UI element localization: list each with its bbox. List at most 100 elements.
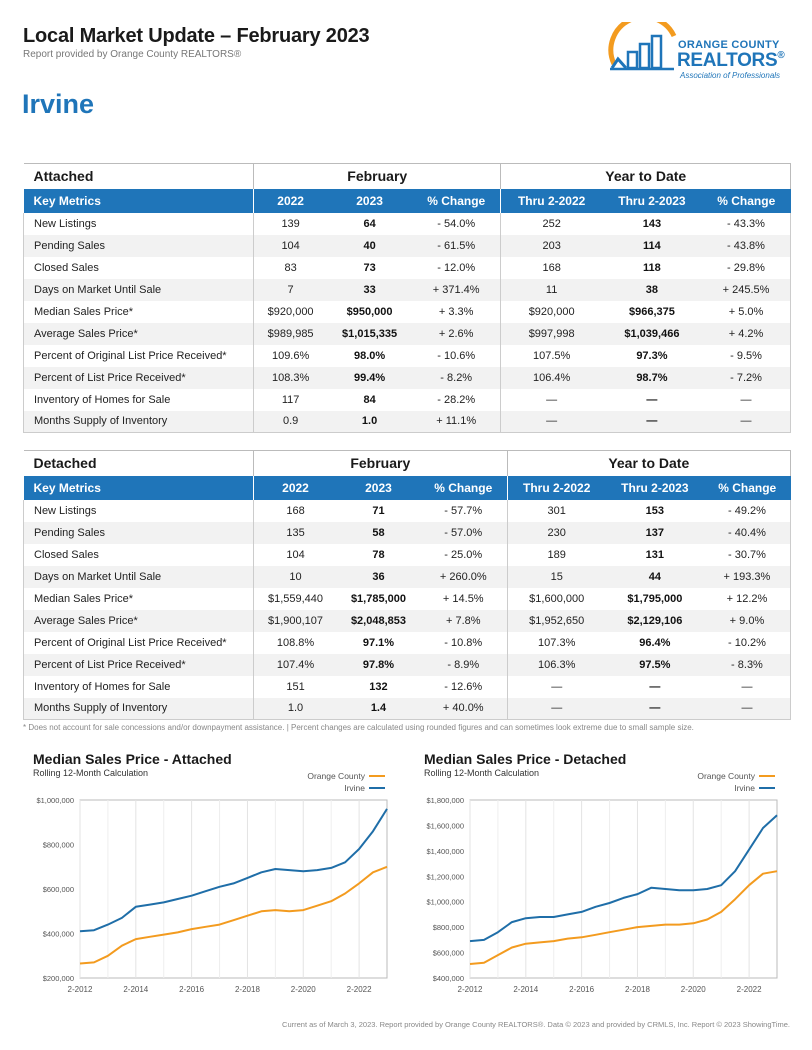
metric-value: 97.5% — [605, 653, 704, 676]
group-year-to-date: Year to Date — [500, 163, 791, 189]
section-label: Attached — [23, 163, 254, 189]
metric-value: 104 — [253, 543, 338, 566]
table-row: Percent of List Price Received* 108.3% 99.… — [23, 366, 792, 389]
metric-value: 252 — [500, 212, 602, 235]
median-price-attached-chart: 2-2012 2-2014 2-2016 2-2018 2-2020 2-2022 $200… — [36, 771, 388, 994]
metric-name: Percent of Original List Price Received* — [23, 631, 254, 654]
table-row: Median Sales Price* $1,559,440 $1,785,000 +… — [23, 587, 791, 610]
metric-value: - 10.2% — [703, 631, 791, 654]
column-header: Thru 2-2023 — [601, 188, 703, 213]
metric-value: + 371.4% — [411, 278, 501, 301]
metric-value: $1,952,650 — [506, 609, 606, 632]
metric-value: - 8.3% — [703, 653, 791, 676]
metric-value: 96.4% — [639, 636, 671, 649]
metric-value: 36 — [337, 565, 420, 588]
metric-value: 301 — [506, 499, 606, 522]
table-row: Median Sales Price* $920,000 $950,000 + 3.3… — [23, 300, 792, 323]
column-header: 2023 — [337, 475, 420, 500]
metric-value: 153 — [645, 504, 665, 517]
column-header: Thru 2-2023 — [605, 475, 704, 500]
metric-value: — — [702, 410, 792, 433]
metric-value: 97.1% — [362, 636, 395, 649]
metric-value: 114 — [601, 234, 703, 257]
metric-name: New Listings — [23, 212, 254, 235]
metric-value: - 61.5% — [411, 234, 501, 257]
metric-value: 33 — [327, 278, 412, 301]
metric-value: — — [506, 697, 606, 720]
metric-value: 168 — [500, 256, 602, 279]
metric-name: Median Sales Price* — [23, 587, 254, 610]
group-year-to-date: Year to Date — [506, 450, 792, 476]
metric-value: + 12.2% — [703, 587, 791, 610]
table-row: Closed Sales 83 73 - 12.0% 168 118 - 29.8% — [23, 256, 792, 279]
metric-value: - 9.5% — [702, 344, 792, 367]
metric-value: 168 — [253, 499, 338, 522]
table-row: Average Sales Price* $989,985 $1,015,335 + … — [23, 322, 792, 345]
x-tick-label: 2-2020 — [681, 985, 706, 994]
metric-value: + 4.2% — [702, 322, 792, 345]
logo-line-3: Association of Professionals — [680, 71, 781, 80]
metric-value: + 260.0% — [419, 565, 508, 588]
metric-value: 107.3% — [506, 631, 606, 654]
metric-value: - 28.2% — [437, 393, 476, 406]
x-tick-label: 2-2016 — [569, 985, 594, 994]
y-tick-label: $800,000 — [433, 923, 464, 932]
metric-value: - 12.0% — [437, 261, 476, 274]
x-tick-label: 2-2018 — [625, 985, 650, 994]
metric-value: $1,900,107 — [253, 609, 338, 632]
metric-value: - 54.0% — [437, 217, 476, 230]
metric-name: Percent of List Price Received* — [23, 366, 254, 389]
metric-value: 0.9 — [253, 410, 328, 433]
metric-value: 108.3% — [253, 366, 328, 389]
column-header: % Change — [419, 475, 508, 500]
plot-area — [469, 799, 778, 979]
column-header: Key Metrics — [23, 188, 254, 213]
metric-value: 83 — [253, 256, 328, 279]
metric-value: - 29.8% — [702, 256, 792, 279]
metric-value: - 57.7% — [444, 504, 483, 517]
y-tick-label: $1,200,000 — [426, 872, 464, 881]
column-header: % Change — [703, 475, 791, 500]
table-row: Percent of Original List Price Received*… — [23, 631, 791, 654]
metric-value: 132 — [369, 680, 388, 693]
metric-value: — — [506, 675, 606, 698]
metric-value: $950,000 — [346, 305, 393, 318]
column-header: % Change — [411, 188, 501, 213]
metric-name: Days on Market Until Sale — [23, 278, 254, 301]
metric-value: $1,039,466 — [601, 322, 703, 345]
metric-value: — — [702, 388, 792, 411]
metric-value: 151 — [253, 675, 338, 698]
y-tick-label: $400,000 — [43, 930, 74, 939]
metric-value: $2,129,106 — [605, 609, 704, 632]
metric-value: 71 — [372, 504, 385, 517]
footnote: * Does not account for sale concessions … — [23, 723, 694, 732]
metric-value: 107.5% — [500, 344, 602, 367]
metric-value: - 8.2% — [411, 366, 501, 389]
y-tick-label: $400,000 — [433, 974, 464, 983]
metric-value: + 9.0% — [703, 609, 791, 632]
metric-value: + 193.3% — [703, 565, 791, 588]
y-tick-label: $200,000 — [43, 974, 74, 983]
metric-value: 109.6% — [253, 344, 328, 367]
group-february: February — [252, 163, 502, 189]
metric-value: + 2.6% — [411, 322, 501, 345]
metric-value: 139 — [253, 212, 328, 235]
metric-value: — — [649, 680, 661, 693]
metric-value: — — [500, 410, 602, 433]
metric-value: - 12.6% — [444, 680, 483, 693]
column-header: Key Metrics — [23, 475, 254, 500]
metric-value: $989,985 — [253, 322, 328, 345]
x-tick-label: 2-2020 — [291, 985, 316, 994]
logo-house-icon — [608, 22, 677, 71]
metric-value: 40 — [327, 234, 412, 257]
y-tick-label: $800,000 — [43, 841, 74, 850]
metric-value: 78 — [372, 548, 385, 561]
metric-value: — — [601, 410, 703, 433]
metric-value: - 49.2% — [703, 499, 791, 522]
metric-value: + 14.5% — [442, 592, 484, 605]
x-tick-label: 2-2016 — [179, 985, 204, 994]
table-row: Percent of List Price Received* 107.4% 97.… — [23, 653, 791, 676]
metric-value: 11 — [500, 278, 602, 301]
column-header: 2023 — [327, 188, 412, 213]
metric-value: - 30.7% — [703, 543, 791, 566]
